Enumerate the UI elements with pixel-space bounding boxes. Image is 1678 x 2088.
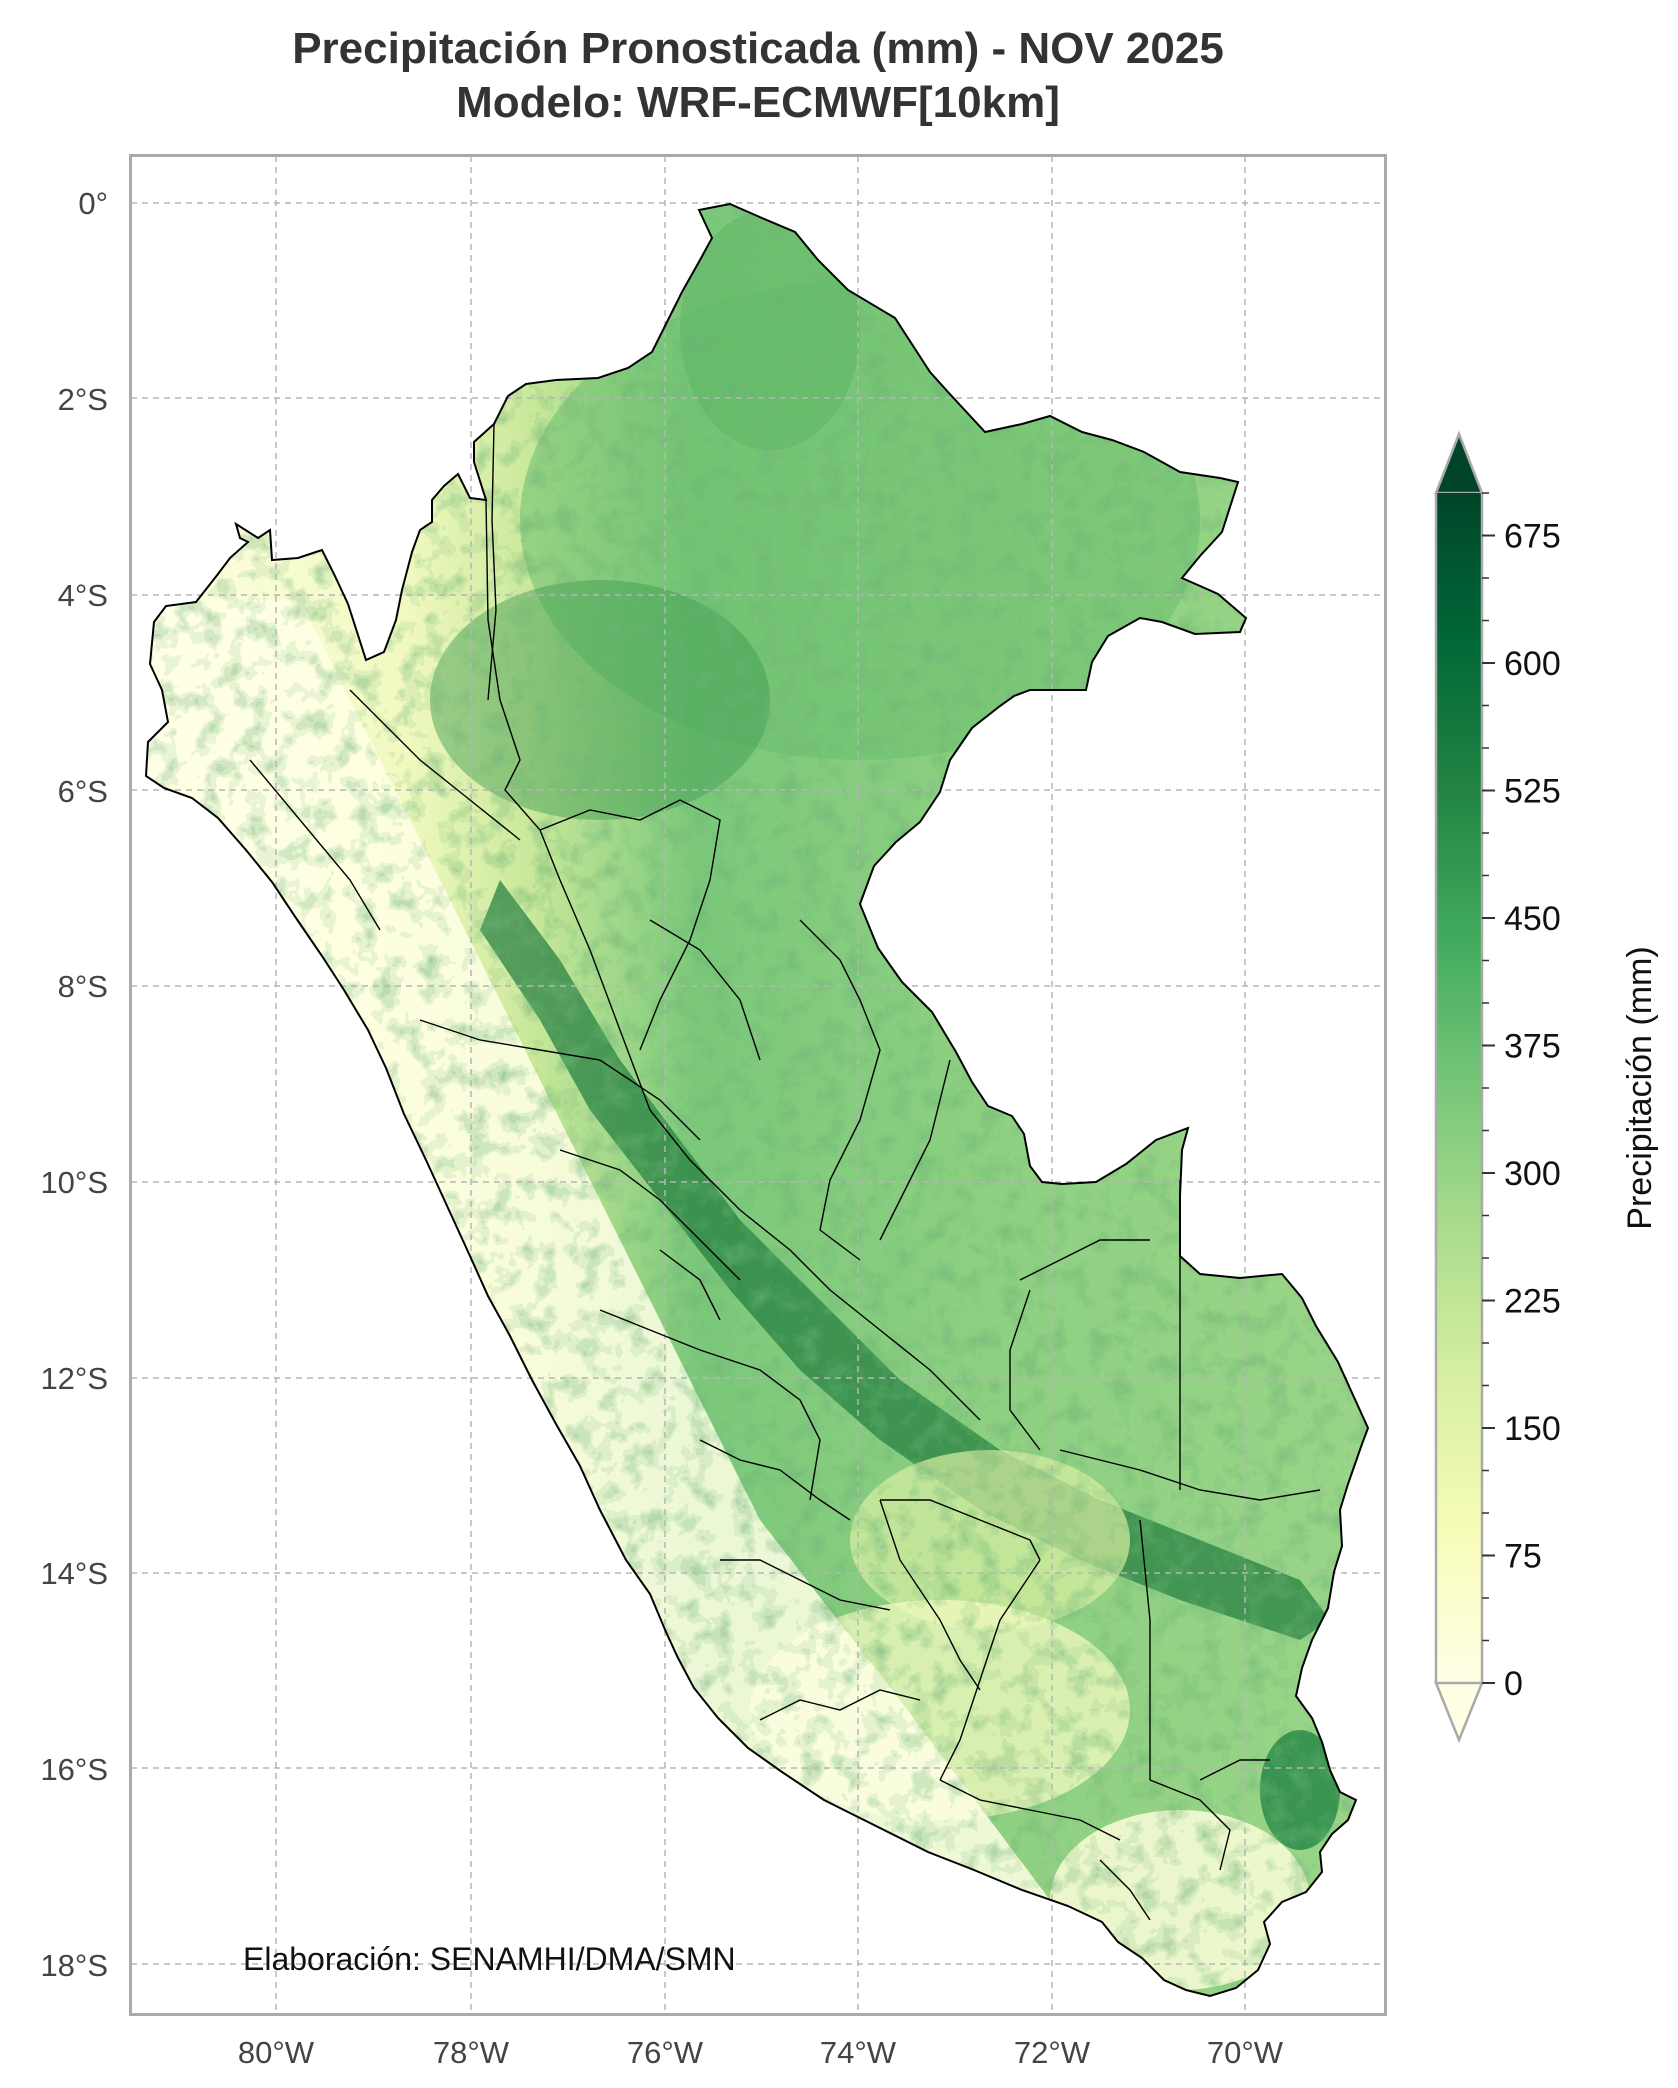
title-line-1: Precipitación Pronosticada (mm) - NOV 20…	[292, 24, 1224, 73]
colorbar-ticks: 0 75 150 225 300 375 450 525 600 675	[1482, 492, 1561, 1703]
colorbar-extend-max	[1434, 430, 1484, 495]
lon-label-78w: 78°W	[433, 2035, 510, 2070]
lat-label-2s: 2°S	[58, 382, 108, 417]
lon-label-80w: 80°W	[238, 2035, 315, 2070]
lon-label-70w: 70°W	[1207, 2035, 1284, 2070]
lat-labels: 0° 2°S 4°S 6°S 8°S 10°S 12°S 14°S 16°S 1…	[40, 186, 108, 1983]
lat-label-16s: 16°S	[40, 1752, 108, 1787]
lat-label-14s: 14°S	[40, 1556, 108, 1591]
colorbar-tick-label: 0	[1504, 1665, 1523, 1703]
colorbar-label: Precipitación (mm)	[1621, 946, 1659, 1229]
lon-label-74w: 74°W	[820, 2035, 897, 2070]
colorbar-tick-label: 525	[1504, 773, 1561, 811]
colorbar-tick-label: 150	[1504, 1410, 1561, 1448]
credit-text: Elaboración: SENAMHI/DMA/SMN	[243, 1941, 736, 1977]
colorbar-tick-label: 600	[1504, 645, 1561, 683]
colorbar-tick-label: 300	[1504, 1155, 1561, 1193]
colorbar-tick-label: 375	[1504, 1028, 1561, 1066]
lon-labels: 80°W 78°W 76°W 74°W 72°W 70°W	[238, 2035, 1284, 2070]
lat-label-4s: 4°S	[58, 578, 108, 613]
lat-label-8s: 8°S	[58, 969, 108, 1004]
colorbar: 0 75 150 225 300 375 450 525 600 675 Precipitació…	[1434, 430, 1659, 1744]
colorbar-extend-min	[1434, 1681, 1484, 1744]
lat-label-18s: 18°S	[40, 1948, 108, 1983]
region-borders	[249, 423, 1321, 1921]
lon-label-72w: 72°W	[1014, 2035, 1091, 2070]
title-line-2: Modelo: WRF-ECMWF[10km]	[456, 78, 1060, 127]
lon-label-76w: 76°W	[627, 2035, 704, 2070]
lat-label-0: 0°	[78, 186, 108, 221]
lat-label-12s: 12°S	[40, 1361, 108, 1396]
gridlines	[131, 156, 1385, 2013]
chart-title: Precipitación Pronosticada (mm) - NOV 20…	[0, 22, 1516, 130]
colorbar-tick-label: 675	[1504, 518, 1561, 556]
precipitation-field	[146, 204, 1368, 1996]
colorbar-tick-label: 450	[1504, 900, 1561, 938]
lat-label-6s: 6°S	[58, 774, 108, 809]
lat-label-10s: 10°S	[40, 1165, 108, 1200]
colorbar-bar	[1436, 493, 1482, 1683]
colorbar-tick-label: 225	[1504, 1283, 1561, 1321]
colorbar-tick-label: 75	[1504, 1538, 1542, 1576]
